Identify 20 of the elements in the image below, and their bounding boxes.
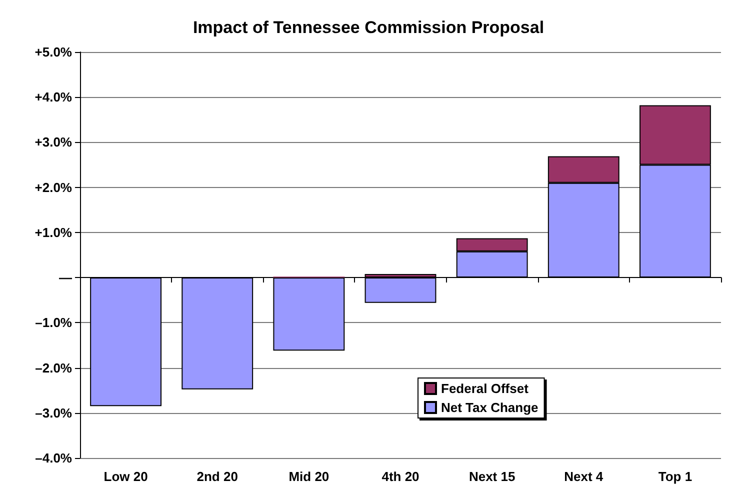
x-tick-label: Next 4 bbox=[564, 469, 604, 484]
x-tick-label: Low 20 bbox=[104, 469, 148, 484]
y-tick-label: +4.0% bbox=[34, 90, 72, 105]
y-tick-label: –4.0% bbox=[35, 450, 72, 466]
x-tick-label: Mid 20 bbox=[288, 469, 330, 484]
legend-label: Net Tax Change bbox=[441, 400, 538, 415]
y-tick-label: +5.0% bbox=[34, 44, 72, 60]
x-tick-label: 2nd 20 bbox=[196, 469, 238, 484]
y-tick-label: +2.0% bbox=[34, 180, 72, 195]
chart-title: Impact of Tennessee Commission Proposal bbox=[192, 18, 544, 37]
y-tick-label: +1.0% bbox=[34, 224, 72, 240]
legend-label: Federal Offset bbox=[441, 381, 530, 396]
x-tick-label: Next 15 bbox=[468, 469, 516, 484]
y-tick-label: –3.0% bbox=[35, 405, 72, 420]
y-tick-label: — bbox=[59, 270, 72, 286]
x-tick-label: Top 1 bbox=[658, 469, 692, 484]
y-tick-label: –2.0% bbox=[35, 360, 72, 376]
y-tick-label: –1.0% bbox=[35, 315, 72, 330]
x-tick-label: 4th 20 bbox=[382, 469, 420, 484]
y-tick-label: +3.0% bbox=[34, 134, 72, 150]
